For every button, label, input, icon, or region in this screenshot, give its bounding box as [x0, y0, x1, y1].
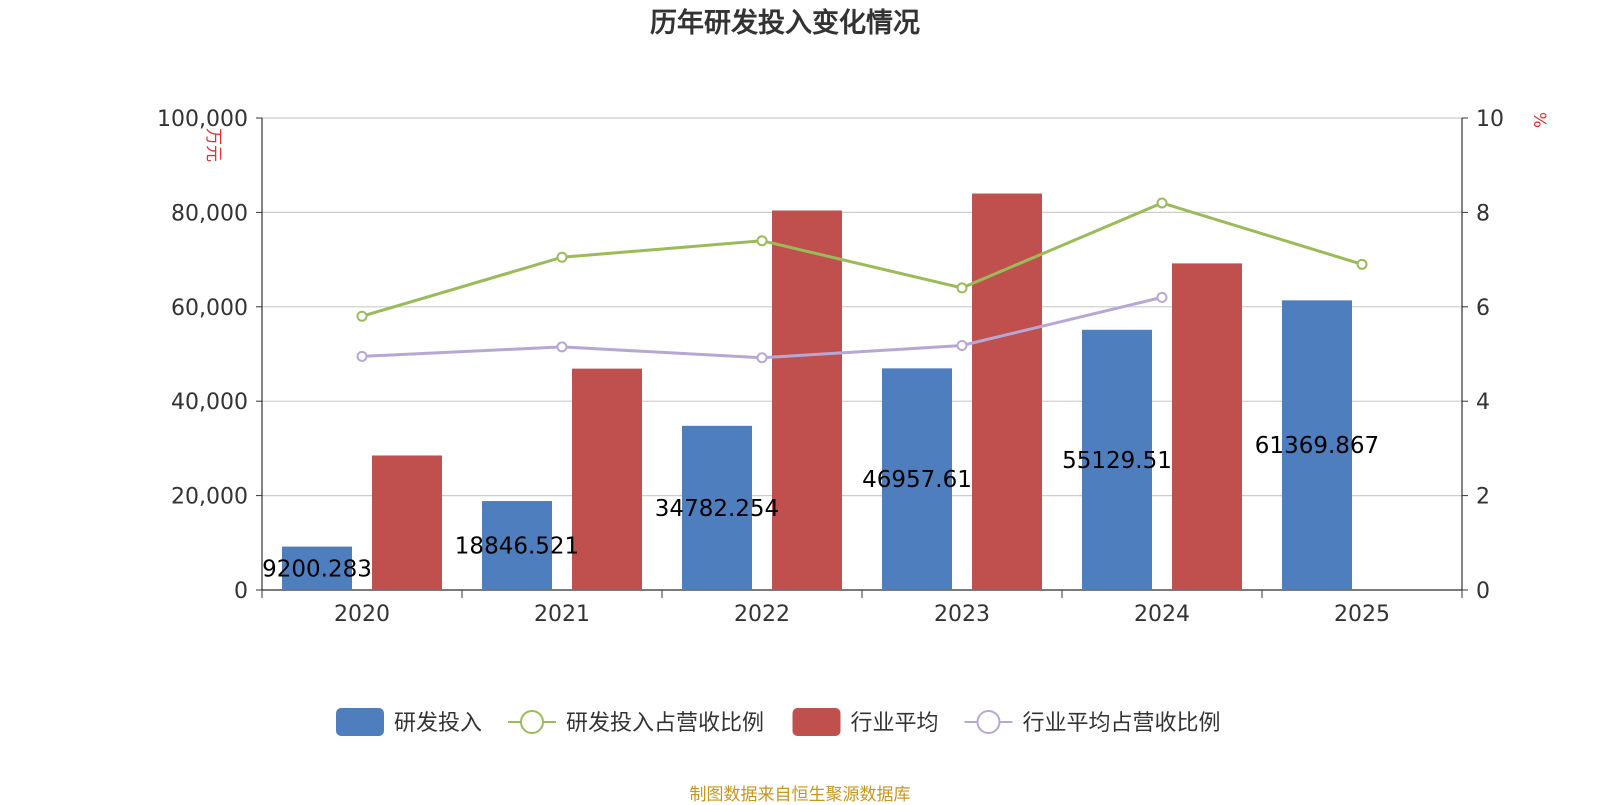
bar-data-label: 55129.51 [1062, 448, 1172, 474]
line-rd-ratio [361, 201, 1363, 318]
bar-rd-investment [882, 368, 952, 590]
y-left-tick-label: 40,000 [171, 390, 248, 415]
y-right-tick-label: 2 [1476, 485, 1490, 510]
x-tick-label: 2021 [534, 602, 590, 627]
y-right-tick-label: 0 [1476, 579, 1490, 604]
legend-label: 行业平均占营收比例 [1023, 711, 1221, 736]
x-tick-label: 2020 [334, 602, 390, 627]
source-note: 制图数据来自恒生聚源数据库 [689, 785, 911, 805]
y-left-axis-label: 万元 [203, 128, 223, 162]
bar-rd-investment [282, 546, 352, 590]
y-left-tick-label: 20,000 [171, 485, 248, 510]
bar-industry-average [1172, 263, 1242, 590]
x-tick-label: 2024 [1134, 602, 1190, 627]
bar-industry-average [372, 455, 442, 590]
legend-swatch-bar [792, 708, 841, 736]
legend: 研发投入 研发投入占营收比例 行业平均 行业平均占营收比例 [336, 708, 1221, 736]
legend-label: 研发投入 [394, 711, 482, 736]
line-point-industry-ratio [356, 350, 368, 362]
y-right-tick-label: 8 [1476, 201, 1490, 226]
bar-rd-investment [482, 501, 552, 590]
line-point-industry-ratio [956, 340, 968, 352]
line-point-industry-ratio [1156, 291, 1168, 303]
line-point-rd-ratio [956, 282, 968, 294]
line-point-rd-ratio [756, 235, 768, 247]
y-right-tick-label: 6 [1476, 296, 1490, 321]
legend-swatch-marker [976, 710, 1001, 734]
bar-rd-investment [1082, 329, 1152, 590]
line-point-rd-ratio [556, 251, 568, 263]
bar-rd-investment [682, 425, 752, 590]
bar-data-label: 34782.254 [655, 496, 779, 522]
line-point-rd-ratio [1156, 197, 1168, 209]
bar-rd-investment [1282, 300, 1352, 590]
legend-swatch-marker [520, 710, 544, 734]
chart-title: 历年研发投入变化情况 [650, 7, 920, 39]
line-point-rd-ratio [356, 310, 368, 322]
bar-data-label: 9200.283 [262, 556, 372, 582]
bar-industry-average [572, 368, 642, 590]
y-left-tick-label: 60,000 [171, 296, 248, 321]
x-tick-label: 2022 [734, 602, 790, 627]
line-point-rd-ratio [1356, 258, 1368, 270]
y-right-tick-label: 4 [1476, 390, 1490, 415]
bar-industry-average [772, 210, 842, 590]
y-left-tick-label: 0 [234, 579, 248, 604]
legend-label: 行业平均 [851, 711, 939, 736]
legend-label: 研发投入占营收比例 [566, 711, 764, 736]
y-right-tick-label: 10 [1476, 107, 1504, 132]
bar-data-label: 61369.867 [1255, 433, 1379, 459]
x-tick-label: 2023 [934, 602, 990, 627]
line-point-industry-ratio [556, 341, 568, 353]
y-right-axis-label: % [1529, 112, 1549, 128]
y-left-tick-label: 80,000 [171, 201, 248, 226]
bar-data-label: 18846.521 [455, 534, 579, 560]
line-point-industry-ratio [756, 352, 768, 364]
bar-industry-average [972, 193, 1042, 590]
y-left-tick-label: 100,000 [157, 107, 248, 132]
legend-swatch-bar [336, 708, 384, 736]
x-tick-label: 2025 [1334, 602, 1390, 627]
bar-data-label: 46957.61 [862, 467, 972, 493]
